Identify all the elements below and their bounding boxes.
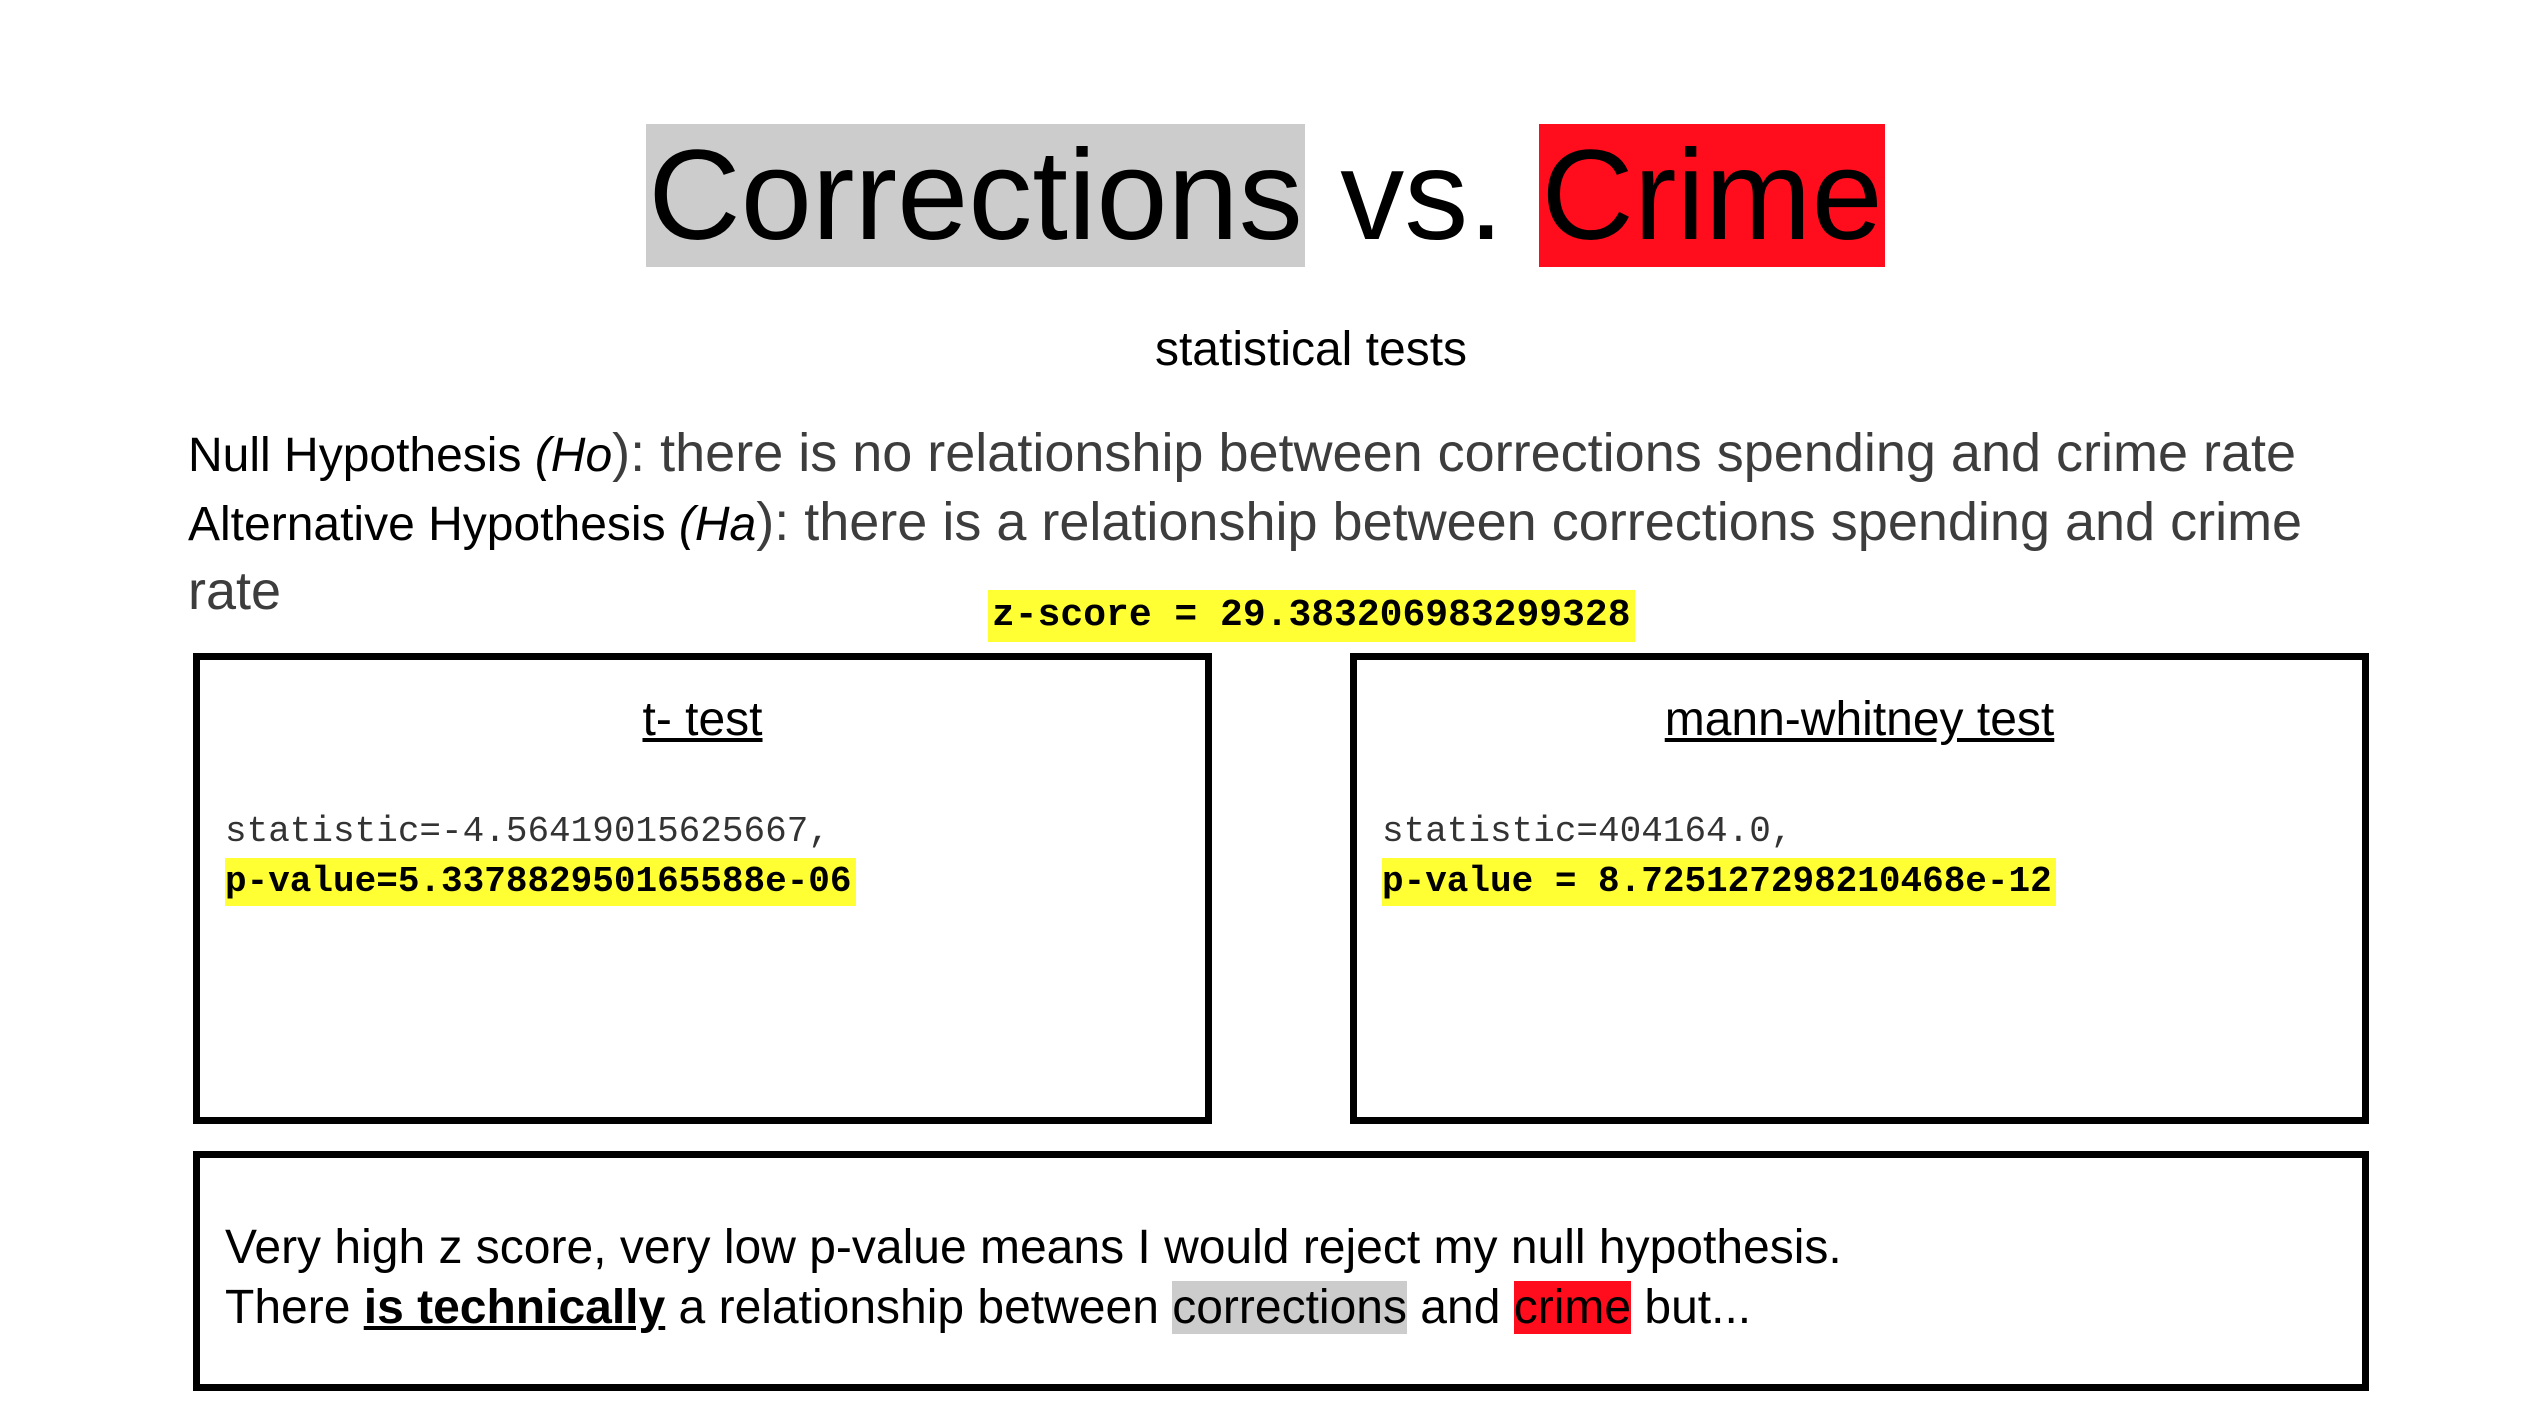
- t-test-statistic: statistic=-4.56419015625667,: [225, 811, 830, 852]
- null-hypothesis-text: ): there is no relationship between corr…: [612, 423, 2297, 483]
- null-hypothesis-label: Null Hypothesis: [188, 429, 535, 482]
- hypotheses-block: Null Hypothesis (Ho): there is no relati…: [188, 420, 2408, 627]
- conclusion-line-1: Very high z score, very low p-value mean…: [225, 1221, 1842, 1274]
- null-hypothesis-abbr: (Ho: [534, 429, 613, 482]
- conclusion-corrections: corrections: [1172, 1281, 1407, 1334]
- t-test-heading: t- test: [642, 693, 763, 746]
- conclusion-and: and: [1406, 1281, 1514, 1334]
- conclusion-box: Very high z score, very low p-value mean…: [193, 1151, 2369, 1391]
- alt-hypothesis-abbr: (Ha: [678, 498, 757, 551]
- title-vs: vs.: [1304, 124, 1540, 267]
- z-score-value: z-score = 29.383206983299328: [988, 590, 1635, 642]
- alt-hypothesis: Alternative Hypothesis (Ha): there is a …: [188, 489, 2408, 627]
- slide-title: Corrections vs. Crime: [0, 120, 2531, 272]
- t-test-p-value: p-value=5.337882950165588e-06: [225, 858, 856, 906]
- alt-hypothesis-text: ): there is a relationship between corre…: [188, 492, 2303, 621]
- slide-subtitle: statistical tests: [1154, 323, 1468, 376]
- title-corrections: Corrections: [646, 124, 1305, 267]
- conclusion-mid: a relationship between: [665, 1281, 1173, 1334]
- mann-whitney-heading: mann-whitney test: [1664, 693, 2055, 746]
- conclusion-prefix: There: [225, 1281, 364, 1334]
- conclusion-emphasis: is technically: [363, 1281, 666, 1334]
- mann-whitney-box: mann-whitney test statistic=404164.0, p-…: [1350, 653, 2369, 1124]
- conclusion-text: Very high z score, very low p-value mean…: [225, 1218, 1842, 1338]
- conclusion-line-2: There is technically a relationship betw…: [225, 1278, 1842, 1338]
- title-crime: Crime: [1539, 124, 1885, 267]
- mann-whitney-p-value: p-value = 8.725127298210468e-12: [1382, 858, 2056, 906]
- t-test-box: t- test statistic=-4.56419015625667, p-v…: [193, 653, 1212, 1124]
- conclusion-suffix: but...: [1631, 1281, 1752, 1334]
- mann-whitney-statistic: statistic=404164.0,: [1382, 811, 1793, 852]
- alt-hypothesis-label: Alternative Hypothesis: [188, 498, 679, 551]
- conclusion-crime: crime: [1513, 1281, 1632, 1334]
- null-hypothesis: Null Hypothesis (Ho): there is no relati…: [188, 420, 2408, 489]
